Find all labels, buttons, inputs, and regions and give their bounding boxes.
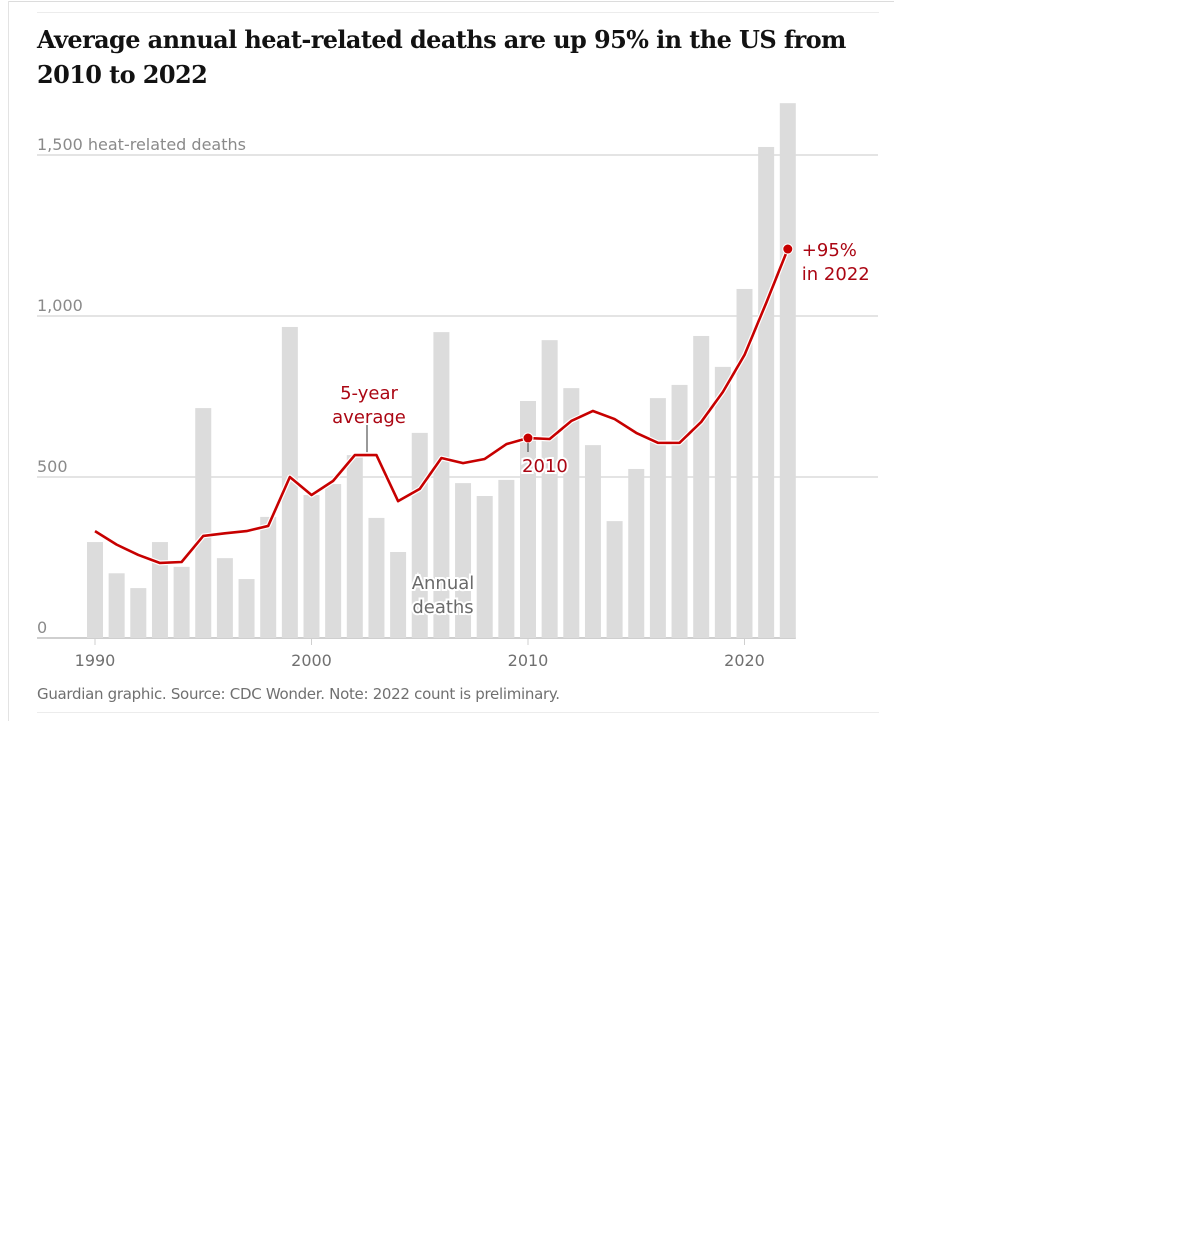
end-point-label: +95% — [802, 240, 857, 261]
top-rule — [37, 12, 879, 13]
bars — [87, 103, 796, 638]
bar-2012 — [563, 388, 580, 638]
bar-2000 — [303, 495, 320, 638]
bar-2017 — [671, 384, 688, 638]
bar-1998 — [260, 516, 277, 638]
chart-title: Average annual heat-related deaths are u… — [37, 25, 846, 89]
y-tick-label: 1,000 — [37, 296, 83, 315]
x-tick-label: 2000 — [291, 651, 332, 670]
chart: 0 500 1,000 1,500 heat-related deaths 1990 2… — [37, 103, 878, 670]
source-note: Guardian graphic. Source: CDC Wonder. No… — [37, 685, 560, 703]
line-series-label: average — [332, 407, 406, 428]
x-tick-label: 1990 — [75, 651, 116, 670]
bar-2014 — [606, 521, 623, 638]
bar-series-label: Annual — [412, 573, 475, 594]
bar-2016 — [649, 398, 666, 638]
frame-top-border — [8, 1, 894, 2]
bar-2011 — [541, 340, 558, 638]
bar-1993 — [151, 542, 168, 638]
average-line — [94, 248, 790, 565]
annotations: Annual deaths 5-year average 2010 +95% in 2022 — [332, 240, 870, 620]
end-point-marker — [782, 243, 794, 255]
bar-2003 — [368, 517, 385, 638]
end-point-label: in 2022 — [802, 264, 870, 285]
bar-2006 — [433, 332, 450, 638]
bar-2021 — [758, 146, 775, 638]
x-axis: 1990 2000 2010 2020 — [75, 638, 765, 670]
y-tick-label: 0 — [37, 618, 47, 637]
bar-2013 — [584, 445, 601, 638]
start-point-marker — [522, 432, 534, 444]
bar-2001 — [325, 484, 342, 638]
bar-1996 — [216, 558, 233, 638]
frame-left-border — [8, 1, 9, 721]
y-tick-label: 1,500 heat-related deaths — [37, 135, 246, 154]
start-point-label: 2010 — [522, 456, 568, 477]
bottom-rule — [37, 712, 879, 713]
bar-2020 — [736, 288, 753, 638]
bar-1997 — [238, 579, 255, 638]
bar-2018 — [693, 335, 710, 638]
bar-2010 — [520, 401, 536, 638]
line-series-label: 5-year — [340, 383, 398, 404]
bar-2015 — [628, 468, 645, 638]
bar-2019 — [714, 366, 731, 638]
bar-2009 — [498, 479, 515, 638]
bar-2022 — [779, 103, 796, 638]
bar-2004 — [390, 552, 407, 638]
average-line-group — [93, 248, 791, 566]
bar-1992 — [130, 588, 147, 638]
bar-1995 — [195, 408, 212, 638]
x-tick-label: 2010 — [508, 651, 549, 670]
gridlines: 0 500 1,000 1,500 heat-related deaths — [37, 135, 878, 639]
x-tick-label: 2020 — [724, 651, 765, 670]
y-tick-label: 500 — [37, 457, 68, 476]
bar-2002 — [346, 455, 363, 638]
bar-2008 — [476, 495, 493, 638]
bar-1991 — [108, 573, 125, 638]
bar-series-label: deaths — [412, 597, 473, 618]
bar-2007 — [455, 483, 472, 638]
bar-1990 — [87, 542, 103, 638]
bar-1994 — [173, 566, 190, 638]
